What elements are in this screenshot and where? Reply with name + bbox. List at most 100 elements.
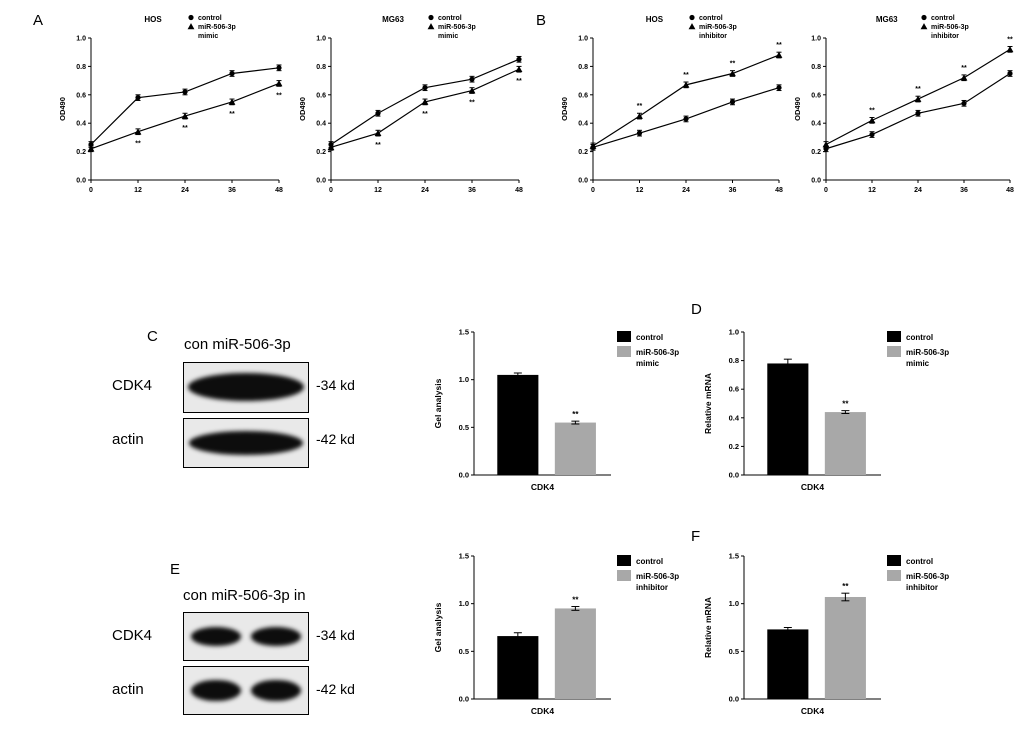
blot-e-protein-cdk4: CDK4 [112,627,153,644]
svg-text:24: 24 [181,187,189,194]
blot-e-actin-image [183,666,309,715]
panel-label-a: A [33,12,44,29]
svg-text:OD490: OD490 [58,97,67,121]
svg-text:0.0: 0.0 [76,178,86,185]
svg-text:0.0: 0.0 [459,695,469,704]
svg-text:0.4: 0.4 [76,121,86,128]
svg-text:12: 12 [374,187,382,194]
svg-text:control: control [636,333,663,342]
svg-text:**: ** [422,111,428,118]
svg-text:0.8: 0.8 [729,356,739,365]
svg-text:mimic: mimic [636,359,660,368]
svg-text:0.0: 0.0 [459,471,469,480]
svg-text:36: 36 [468,187,476,194]
svg-text:miR-506-3p: miR-506-3p [636,572,679,581]
bar-chart-c-gel-analysis: 0.0 0.5 1.0 1.5 Gel analysis ** CDK4 control miR… [430,308,695,513]
svg-text:CDK4: CDK4 [801,482,824,492]
svg-text:1.0: 1.0 [729,328,739,337]
svg-text:mimic: mimic [906,359,930,368]
svg-text:0.5: 0.5 [459,647,469,656]
blot-band [187,372,305,402]
panel-label-b: B [536,12,547,29]
svg-text:**: ** [135,141,141,148]
svg-text:**: ** [1007,36,1013,43]
svg-text:Gel analysis: Gel analysis [433,378,443,428]
svg-text:24: 24 [682,187,690,194]
svg-text:control: control [438,15,462,22]
svg-text:0.4: 0.4 [578,121,588,128]
svg-text:0.6: 0.6 [729,385,739,394]
svg-text:12: 12 [868,187,876,194]
svg-text:MG63: MG63 [382,15,404,24]
svg-text:miR-506-3p: miR-506-3p [931,24,969,31]
svg-text:0.0: 0.0 [729,695,739,704]
svg-text:0.0: 0.0 [316,178,326,185]
svg-text:0.2: 0.2 [316,149,326,156]
svg-text:**: ** [572,596,579,605]
svg-text:control: control [699,15,723,22]
blot-e-weight-cdk4: -34 kd [316,627,355,643]
blot-c-weight-actin: -42 kd [316,431,355,447]
svg-text:0.6: 0.6 [76,92,86,99]
svg-text:CDK4: CDK4 [531,482,554,492]
svg-text:miR-506-3p: miR-506-3p [438,24,476,31]
blot-e-header: con miR-506-3p in [183,587,306,604]
panel-label-c: C [147,328,158,345]
blot-band [191,679,242,702]
blot-band [250,627,301,646]
svg-text:**: ** [730,61,736,68]
bar-chart-e-gel-analysis: 0.0 0.5 1.0 1.5 Gel analysis ** CDK4 control miR… [430,532,695,737]
svg-text:1.5: 1.5 [459,328,469,337]
line-chart-a-mg63: 0.0 0.2 0.4 0.6 0.8 1.0 0 12 24 36 48 OD490 MG63 cont… [295,8,527,210]
svg-text:MG63: MG63 [876,15,898,24]
svg-text:inhibitor: inhibitor [699,33,727,40]
svg-text:24: 24 [421,187,429,194]
svg-text:0.4: 0.4 [316,121,326,128]
svg-text:0.5: 0.5 [459,423,469,432]
svg-text:0.4: 0.4 [811,121,821,128]
svg-text:36: 36 [228,187,236,194]
svg-text:0.6: 0.6 [316,92,326,99]
svg-text:control: control [906,557,933,566]
svg-text:HOS: HOS [144,15,162,24]
svg-text:48: 48 [515,187,523,194]
svg-text:OD490: OD490 [560,97,569,121]
svg-text:0.2: 0.2 [729,442,739,451]
line-chart-b-hos: 0.0 0.2 0.4 0.6 0.8 1.0 0 12 24 36 48 OD490 HOS contr… [557,8,787,210]
panel-label-d: D [691,301,702,318]
svg-text:**: ** [516,78,522,85]
svg-text:Relative mRNA: Relative mRNA [703,373,713,434]
blot-c-weight-cdk4: -34 kd [316,377,355,393]
svg-text:**: ** [469,100,475,107]
svg-text:**: ** [869,107,875,114]
svg-text:1.5: 1.5 [729,552,739,561]
svg-text:**: ** [842,400,849,409]
svg-text:miR-506-3p: miR-506-3p [198,24,236,31]
svg-text:1.0: 1.0 [316,36,326,43]
svg-text:1.0: 1.0 [459,375,469,384]
svg-text:miR-506-3p: miR-506-3p [906,572,949,581]
svg-text:**: ** [182,125,188,132]
svg-text:**: ** [572,410,579,419]
bar-chart-f-relative-mrna: 0.0 0.5 1.0 1.5 Relative mRNA ** CDK4 control mi… [700,532,965,737]
svg-text:inhibitor: inhibitor [906,583,938,592]
blot-c-actin-image [183,418,309,468]
svg-text:mimic: mimic [198,33,218,40]
svg-text:0: 0 [329,187,333,194]
svg-text:OD490: OD490 [298,97,307,121]
svg-text:control: control [636,557,663,566]
svg-text:0.0: 0.0 [729,471,739,480]
svg-text:control: control [906,333,933,342]
svg-text:Gel analysis: Gel analysis [433,602,443,652]
svg-text:0.0: 0.0 [811,178,821,185]
bar-chart-d-relative-mrna: 0.0 0.2 0.4 0.6 0.8 1.0 Relative mRNA ** CDK4 con… [700,308,965,513]
svg-text:**: ** [842,582,849,591]
svg-text:0.8: 0.8 [316,64,326,71]
svg-text:1.0: 1.0 [811,36,821,43]
svg-text:**: ** [683,72,689,79]
panel-label-e: E [170,561,181,578]
svg-text:miR-506-3p: miR-506-3p [906,348,949,357]
svg-text:1.0: 1.0 [578,36,588,43]
svg-text:12: 12 [134,187,142,194]
